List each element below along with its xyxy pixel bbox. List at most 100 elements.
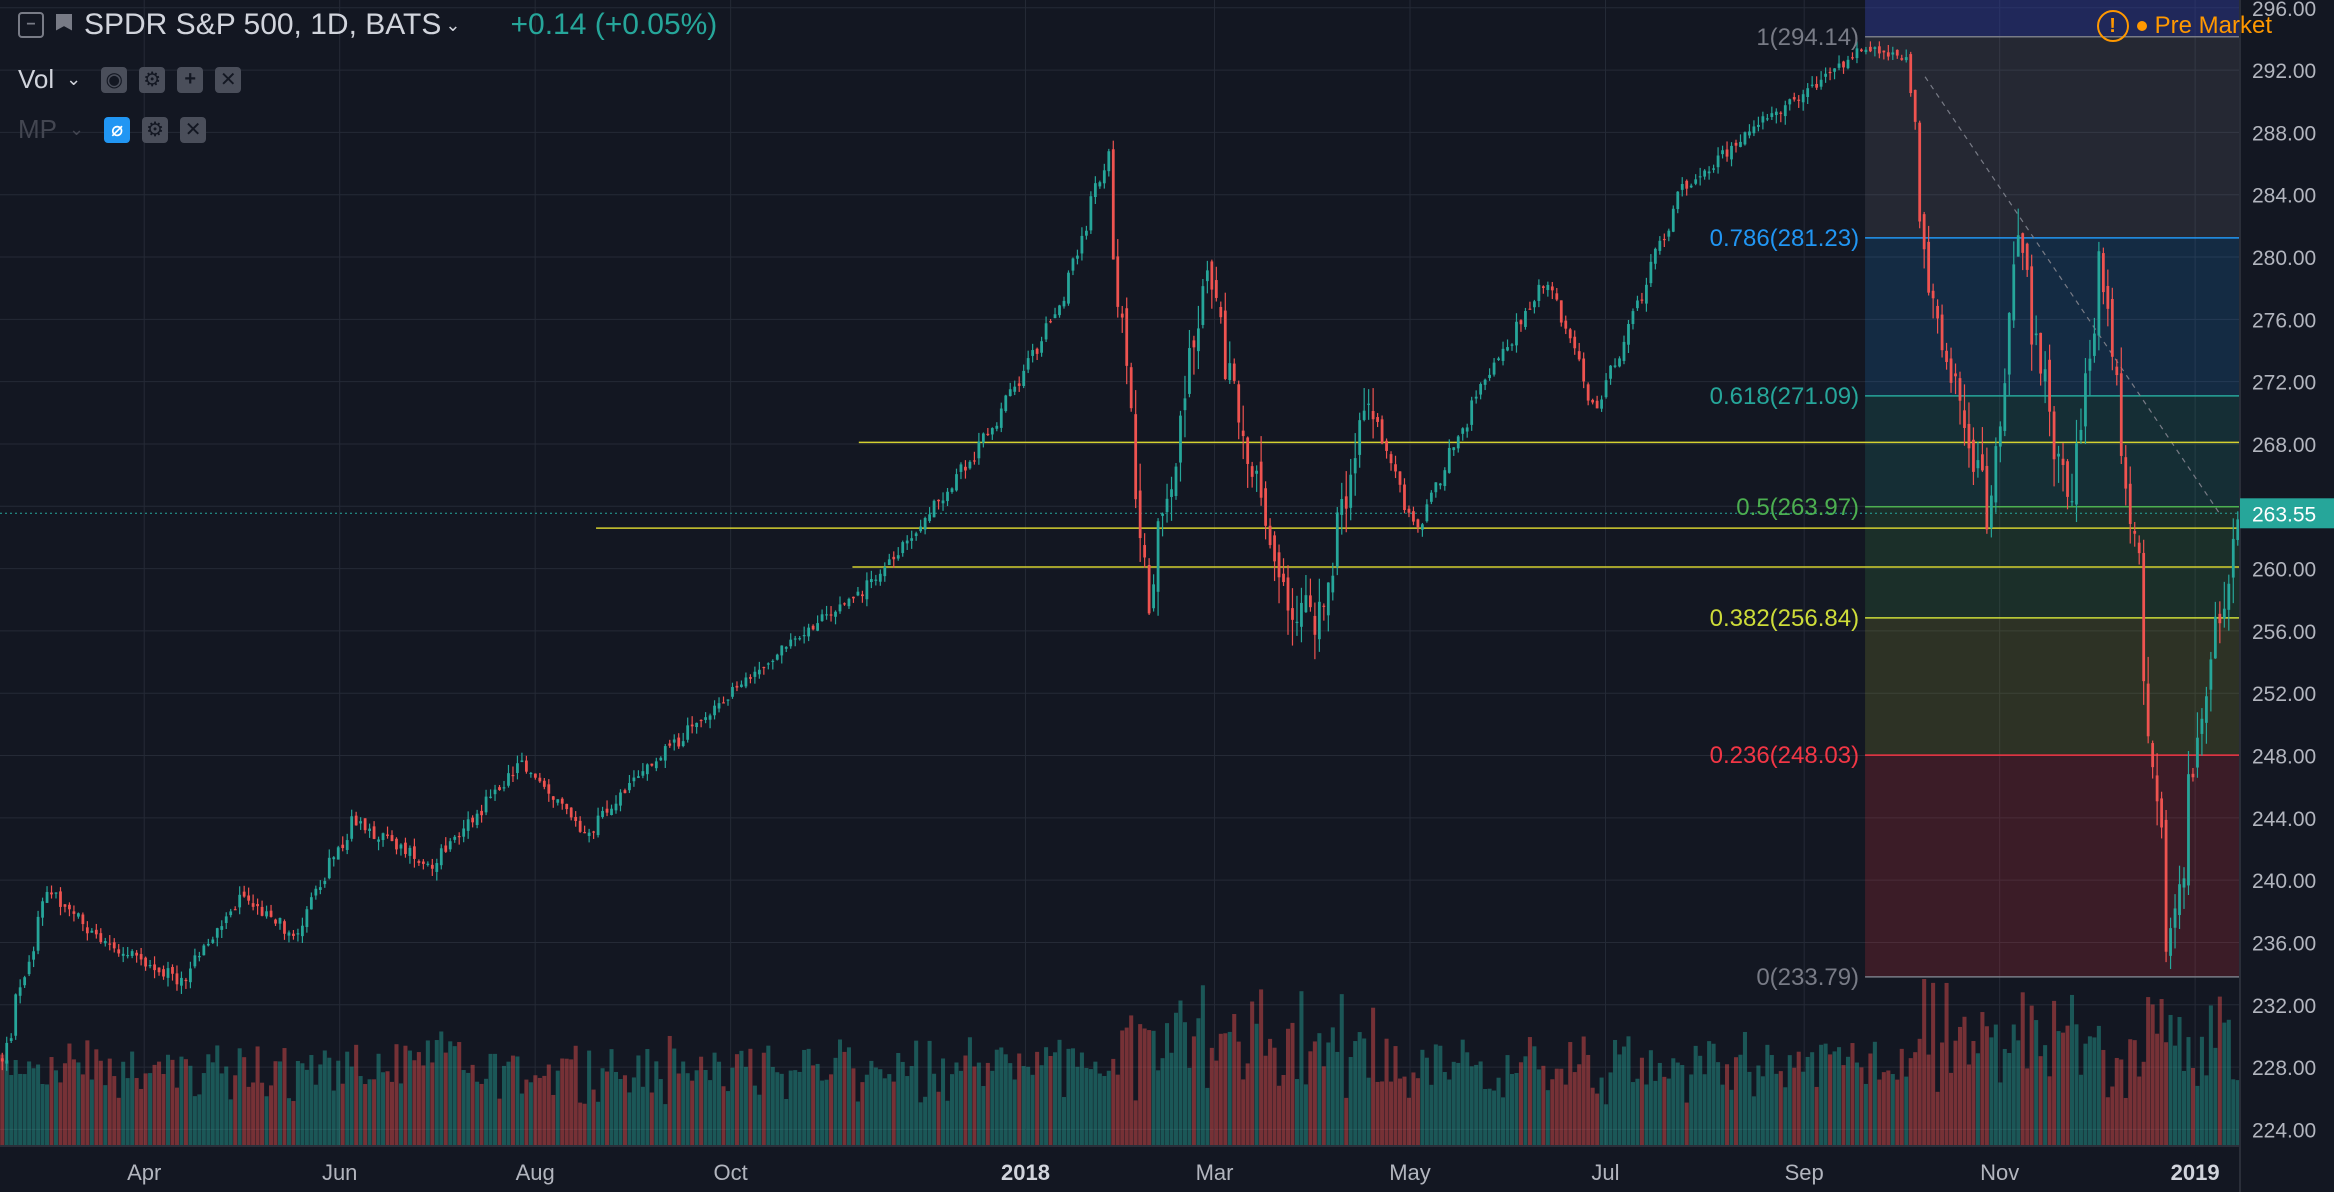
candle-body	[1304, 595, 1308, 613]
candle-body	[1259, 461, 1263, 498]
candle-body	[59, 891, 62, 907]
candle-body	[928, 514, 931, 522]
candle-body	[2048, 359, 2051, 412]
candle-body	[1147, 564, 1151, 614]
fibonacci-labels: 1(294.14) 0.786(281.23) 0.618(271.09) 0.5(2…	[1710, 24, 1859, 991]
candle-body	[995, 425, 999, 429]
chevron-down-icon[interactable]: ⌄	[445, 14, 461, 35]
candle-body	[1116, 256, 1120, 307]
candle-body	[1976, 460, 1980, 469]
volume-bar	[2141, 1061, 2146, 1145]
price-axis[interactable]: 296.00 292.00 288.00 284.00 280.00 276.00 272.…	[2239, 0, 2334, 1192]
collapse-icon[interactable]: −	[18, 12, 44, 38]
candle-body	[1111, 149, 1115, 260]
candle-body	[471, 817, 475, 823]
volume-bar	[1035, 1051, 1040, 1145]
candle-body	[1214, 280, 1218, 298]
candle-body	[18, 987, 22, 996]
candle-body	[2070, 501, 2074, 503]
volume-bar	[1774, 1073, 1779, 1145]
pre-market-badge[interactable]: ! Pre Market	[2096, 10, 2272, 42]
volume-bar	[1465, 1052, 1470, 1145]
volume-bar	[1926, 1054, 1931, 1145]
volume-bar	[2146, 997, 2151, 1145]
candle-body	[1434, 482, 1438, 493]
volume-bar	[1662, 1076, 1667, 1145]
candle-body	[1940, 314, 1944, 351]
horizontal-lines[interactable]	[0, 441, 2240, 568]
volume-bar	[1931, 982, 1936, 1145]
candle-body	[1985, 465, 1989, 530]
fibonacci-retracement[interactable]	[1865, 0, 2240, 978]
close-icon[interactable]: ✕	[215, 66, 242, 93]
gear-icon[interactable]: ⚙	[139, 66, 166, 93]
volume-bar	[546, 1064, 551, 1145]
candle-body	[68, 904, 71, 910]
volume-bar	[1532, 1046, 1537, 1145]
candle-body	[1922, 214, 1926, 250]
candle-body	[740, 684, 743, 687]
volume-bar	[1344, 1097, 1349, 1145]
volume-bar	[2217, 996, 2222, 1145]
plus-icon[interactable]: +	[177, 66, 204, 93]
candle-body	[1156, 521, 1160, 592]
volume-bar	[1393, 1046, 1398, 1145]
volume-bar	[1783, 1087, 1788, 1145]
candle-body	[1725, 149, 1729, 157]
volume-bar	[887, 1074, 892, 1145]
candle-body	[1703, 170, 1707, 177]
price-tick-label: 260.00	[2252, 559, 2316, 582]
candle-body	[144, 957, 147, 967]
volume-bar	[1675, 1062, 1680, 1145]
candle-body	[2052, 411, 2056, 460]
candle-body	[1322, 605, 1326, 607]
volume-bar	[45, 1084, 50, 1145]
candle-body	[480, 810, 483, 816]
mp-indicator-label[interactable]: MP	[18, 114, 57, 144]
candle-body	[556, 799, 560, 803]
close-icon[interactable]: ✕	[180, 116, 207, 143]
candle-body	[753, 671, 757, 677]
volume-bar	[1057, 1039, 1062, 1145]
candle-body	[1909, 54, 1913, 94]
eye-off-icon[interactable]: ⌀	[104, 116, 131, 143]
candle-body	[27, 961, 31, 975]
alert-icon: !	[2096, 10, 2129, 42]
price-tick-label: 256.00	[2252, 621, 2316, 644]
dot-icon	[2136, 21, 2147, 31]
candle-body	[2106, 285, 2110, 309]
candle-body	[1385, 440, 1388, 451]
candle-body	[681, 741, 685, 747]
candle-body	[780, 645, 784, 656]
candle-body	[108, 943, 112, 945]
volume-bar	[121, 1061, 126, 1145]
candle-body	[2043, 369, 2047, 382]
candle-body	[2021, 233, 2025, 253]
flag-icon[interactable]	[56, 14, 72, 31]
candle-body	[601, 810, 604, 817]
volume-bar	[152, 1064, 157, 1145]
volume-bar	[533, 1075, 538, 1145]
time-axis[interactable]: Apr Jun Aug Oct 2018 Mar May Jul Sep Nov 2019	[0, 1145, 2240, 1185]
candle-body	[184, 979, 188, 982]
volume-bar	[896, 1052, 901, 1145]
volume-bar	[631, 1077, 636, 1145]
volume-bar	[1106, 1070, 1111, 1145]
vol-indicator-label[interactable]: Vol	[18, 64, 55, 94]
volume-bar	[1474, 1064, 1479, 1145]
symbol-title[interactable]: SPDR S&P 500, 1D, BATS	[84, 8, 442, 41]
volume-bar	[1138, 1024, 1143, 1145]
chevron-down-icon[interactable]: ⌄	[66, 69, 82, 89]
volume-bar	[493, 1053, 498, 1145]
eye-icon[interactable]: ◉	[101, 66, 128, 93]
candle-body	[1712, 168, 1715, 170]
volume-bar	[990, 1070, 995, 1145]
candle-body	[2137, 542, 2141, 554]
volume-bar	[233, 1075, 238, 1145]
volume-bar	[1330, 1027, 1335, 1145]
pre-market-label: Pre Market	[2154, 12, 2272, 39]
chevron-down-icon[interactable]: ⌄	[69, 119, 85, 139]
candle-body	[283, 921, 286, 934]
gear-icon[interactable]: ⚙	[142, 116, 169, 143]
